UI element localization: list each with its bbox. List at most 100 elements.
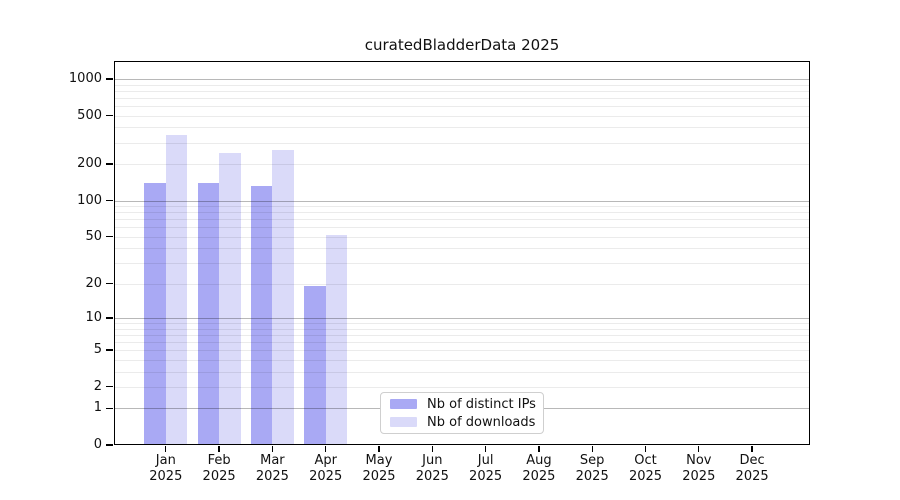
- y-tick-label: 0: [93, 437, 102, 452]
- bar-jan-distinct-ips: [144, 182, 166, 445]
- x-tick-year: 2025: [628, 469, 663, 484]
- bar-feb-downloads: [219, 152, 241, 445]
- chart-title: curatedBladderData 2025: [364, 36, 560, 54]
- x-tick-label-mar: Mar 2025: [240, 453, 304, 485]
- x-tick-year: 2025: [575, 469, 609, 484]
- y-axis-tick: [106, 114, 113, 117]
- x-axis-tick: [165, 446, 167, 452]
- x-tick-label-nov: Nov 2025: [667, 453, 731, 485]
- y-axis-tick: [106, 407, 113, 409]
- x-tick-month: Jul: [477, 453, 494, 468]
- y-axis-tick: [106, 283, 113, 285]
- gridline-minor: [114, 106, 810, 108]
- y-axis-tick: [106, 199, 113, 202]
- x-tick-label-sep: Sep 2025: [560, 453, 624, 485]
- plot-area: [114, 61, 810, 445]
- gridline-minor: [114, 371, 810, 373]
- y-tick-label: 10: [85, 309, 102, 325]
- gridline-minor: [114, 236, 810, 238]
- gridline-minor: [114, 227, 810, 229]
- gridline-minor: [114, 350, 810, 352]
- legend: Nb of distinct IPs Nb of downloads: [380, 392, 544, 434]
- x-tick-year: 2025: [362, 469, 396, 484]
- x-tick-label-aug: Aug 2025: [507, 453, 571, 485]
- gridline-minor: [114, 84, 810, 86]
- gridline-minor: [114, 164, 810, 166]
- y-tick-label: 1000: [68, 71, 102, 86]
- x-tick-year: 2025: [309, 469, 343, 484]
- x-tick-month: Dec: [739, 453, 765, 468]
- x-tick-year: 2025: [682, 469, 716, 484]
- gridline-minor: [114, 97, 810, 99]
- bar-apr-downloads: [325, 234, 348, 445]
- x-axis-tick: [325, 446, 327, 452]
- x-tick-year: 2025: [735, 469, 769, 484]
- y-tick-label: 100: [77, 192, 102, 208]
- x-tick-label-may: May 2025: [347, 453, 411, 485]
- legend-item-distinct-ips: Nb of distinct IPs: [390, 396, 536, 412]
- legend-label-distinct-ips: Nb of distinct IPs: [427, 396, 536, 412]
- gridline-minor: [114, 334, 810, 336]
- gridline-major: [114, 200, 810, 202]
- bar-mar-distinct-ips: [250, 186, 273, 445]
- y-tick-label: 5: [93, 342, 102, 358]
- y-tick-label: 2: [93, 378, 102, 394]
- x-tick-label-feb: Feb 2025: [187, 453, 251, 485]
- gridline-major: [114, 79, 810, 80]
- x-tick-month: Jun: [422, 453, 443, 468]
- gridline-minor: [114, 206, 810, 208]
- gridline-minor: [114, 127, 810, 129]
- gridline-minor: [114, 359, 810, 361]
- x-tick-month: Nov: [686, 453, 712, 468]
- x-tick-month: May: [365, 453, 393, 468]
- x-tick-label-apr: Apr 2025: [294, 453, 358, 485]
- x-tick-label-jul: Jul 2025: [454, 453, 518, 485]
- y-axis-tick: [106, 236, 113, 238]
- y-tick-label: 500: [77, 107, 102, 123]
- gridline-minor: [114, 142, 810, 144]
- x-tick-year: 2025: [469, 469, 503, 484]
- gridline-minor: [114, 328, 810, 330]
- gridline-major: [114, 317, 810, 319]
- x-axis-tick: [751, 446, 753, 452]
- y-tick-label: 200: [77, 156, 102, 172]
- gridline-minor: [114, 90, 810, 92]
- y-axis-tick: [106, 349, 113, 351]
- x-tick-year: 2025: [202, 469, 236, 484]
- gridline-minor: [114, 341, 810, 343]
- legend-swatch-distinct-ips: [390, 399, 417, 409]
- x-axis-tick: [484, 446, 487, 452]
- y-axis-tick: [106, 386, 113, 388]
- legend-item-downloads: Nb of downloads: [390, 414, 536, 430]
- x-tick-label-oct: Oct 2025: [614, 453, 678, 485]
- y-axis-tick: [106, 317, 113, 319]
- y-tick-label: 20: [85, 275, 102, 291]
- x-tick-year: 2025: [149, 469, 183, 484]
- bar-jan-downloads: [165, 134, 188, 445]
- x-tick-month: Jan: [155, 453, 176, 468]
- x-axis-tick: [698, 446, 700, 452]
- y-axis-tick: [106, 78, 113, 80]
- bar-apr-distinct-ips: [304, 286, 326, 445]
- gridline-minor: [114, 323, 810, 325]
- x-axis-tick: [644, 446, 647, 452]
- gridline-minor: [114, 283, 810, 285]
- y-axis-tick: [106, 163, 113, 165]
- x-tick-month: Oct: [634, 453, 657, 468]
- x-tick-year: 2025: [255, 469, 289, 484]
- x-axis-tick: [538, 446, 540, 452]
- gridline-minor: [114, 386, 810, 388]
- legend-swatch-downloads: [390, 417, 417, 427]
- x-tick-month: Sep: [579, 453, 605, 468]
- bar-mar-downloads: [272, 149, 294, 445]
- gridline-minor: [114, 248, 810, 250]
- legend-label-downloads: Nb of downloads: [427, 414, 536, 430]
- x-axis-tick: [378, 446, 380, 452]
- gridline-minor: [114, 115, 810, 117]
- x-tick-month: Apr: [314, 453, 337, 468]
- x-tick-month: Feb: [207, 453, 231, 468]
- y-axis-tick: [106, 444, 113, 446]
- gridline-minor: [114, 219, 810, 221]
- gridline-minor: [114, 263, 810, 265]
